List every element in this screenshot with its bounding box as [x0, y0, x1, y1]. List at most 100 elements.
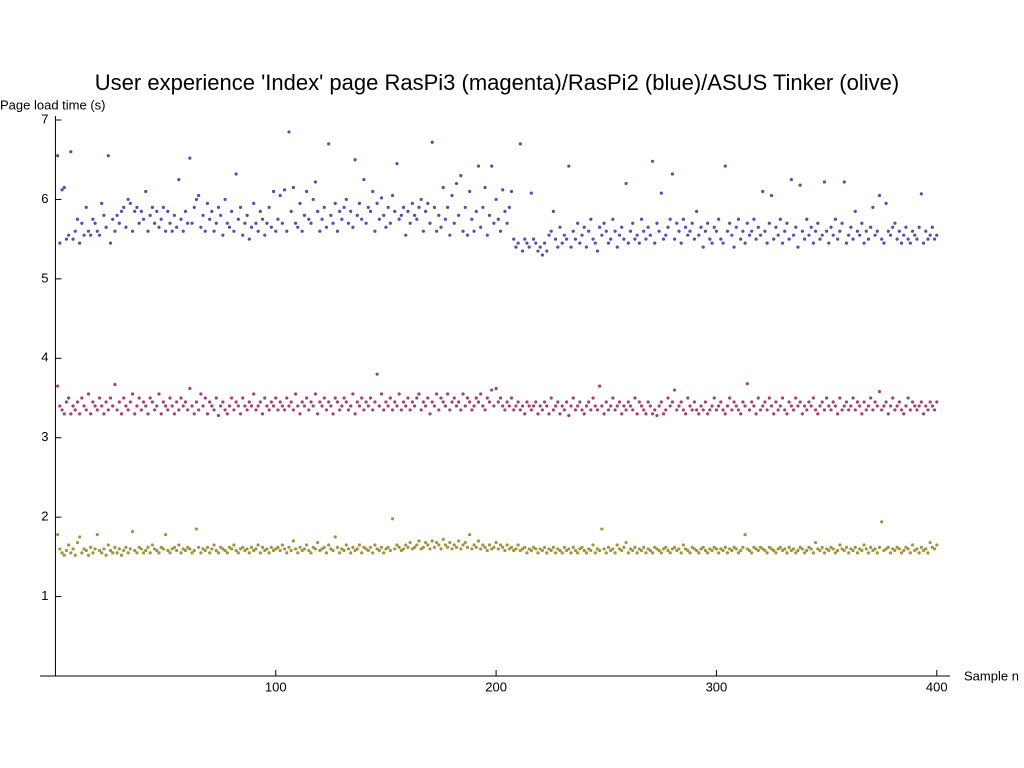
data-point	[822, 551, 827, 555]
data-point	[238, 547, 243, 551]
data-point	[225, 551, 229, 555]
data-point	[232, 229, 236, 233]
data-point	[329, 404, 333, 408]
data-point	[355, 213, 359, 217]
data-point	[346, 547, 351, 551]
data-point	[399, 548, 403, 553]
data-point	[236, 217, 240, 221]
data-point	[862, 241, 866, 245]
data-point	[913, 404, 917, 408]
data-point	[203, 548, 207, 553]
data-point	[501, 188, 505, 192]
data-point	[175, 225, 179, 229]
data-point	[921, 412, 926, 416]
data-point	[516, 241, 520, 245]
data-point	[298, 201, 302, 205]
data-point	[271, 404, 276, 408]
data-point	[144, 189, 148, 194]
data-point	[446, 545, 450, 549]
data-point	[820, 400, 824, 404]
data-point	[633, 237, 637, 241]
data-point	[159, 217, 163, 221]
data-point	[783, 229, 787, 233]
data-point	[888, 551, 893, 555]
data-point	[318, 400, 322, 404]
data-point	[613, 229, 617, 233]
data-point	[913, 548, 917, 553]
data-point	[670, 400, 674, 404]
data-point	[163, 404, 168, 408]
data-point	[371, 408, 375, 412]
data-point	[516, 543, 520, 547]
data-point	[750, 551, 754, 555]
data-point	[791, 408, 796, 412]
data-point	[117, 221, 121, 225]
data-point	[813, 408, 818, 412]
data-point	[549, 548, 553, 553]
data-point	[538, 404, 542, 408]
data-point	[128, 400, 132, 404]
data-point	[620, 412, 624, 416]
data-point	[635, 551, 639, 555]
data-point	[494, 540, 498, 545]
data-point	[245, 408, 249, 412]
data-point	[595, 249, 600, 253]
data-point	[406, 396, 410, 400]
data-point	[758, 545, 763, 549]
data-point	[736, 217, 741, 221]
data-point	[432, 404, 437, 408]
data-point	[728, 396, 732, 400]
data-point	[778, 404, 782, 408]
data-point	[238, 205, 243, 209]
data-point	[188, 386, 192, 391]
data-point	[362, 545, 366, 549]
data-point	[622, 545, 626, 549]
data-point	[891, 225, 895, 229]
data-point	[245, 547, 249, 551]
data-point	[474, 545, 478, 549]
data-point	[223, 548, 227, 553]
data-point	[855, 400, 860, 404]
data-point	[622, 404, 626, 408]
data-point	[161, 400, 165, 404]
data-point	[825, 547, 829, 551]
data-point	[410, 547, 414, 551]
data-point	[560, 551, 564, 555]
data-point	[201, 404, 205, 408]
data-point	[542, 545, 547, 549]
data-point	[89, 545, 93, 549]
data-point	[75, 400, 80, 404]
data-point	[137, 545, 141, 549]
data-point	[787, 237, 791, 241]
data-point	[600, 233, 604, 237]
data-point	[569, 404, 573, 408]
data-point	[739, 237, 743, 241]
data-point	[404, 404, 408, 408]
data-point	[73, 553, 77, 557]
data-point	[122, 396, 126, 400]
data-point	[540, 253, 544, 257]
data-point	[137, 396, 141, 400]
data-point	[712, 225, 716, 229]
data-point	[732, 400, 736, 404]
data-point	[437, 543, 441, 547]
data-point	[190, 221, 194, 225]
data-point	[723, 164, 727, 168]
data-point	[547, 412, 551, 416]
data-point	[811, 396, 815, 400]
data-point	[412, 545, 417, 549]
data-point	[108, 548, 113, 553]
data-point	[148, 213, 152, 217]
data-point	[249, 225, 254, 229]
data-point	[212, 543, 216, 547]
data-point	[210, 404, 214, 408]
data-point	[205, 201, 210, 205]
data-point	[725, 229, 730, 233]
data-point	[534, 547, 538, 551]
data-point	[256, 404, 260, 408]
data-point	[441, 537, 445, 541]
data-point	[562, 408, 567, 412]
data-point	[157, 392, 161, 396]
data-point	[512, 408, 516, 412]
data-point	[849, 225, 853, 229]
